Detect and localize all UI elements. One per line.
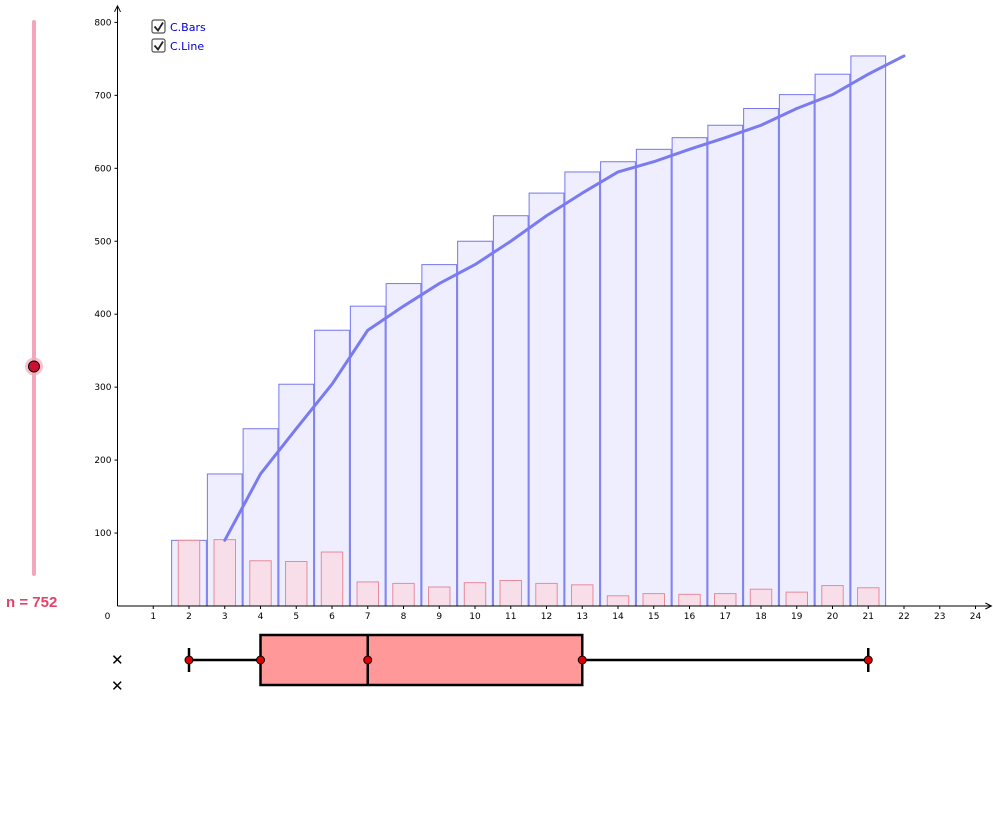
frequency-bar: [285, 561, 308, 607]
frequency-bar: [320, 551, 344, 607]
frequency-bars: [177, 539, 880, 607]
cumulative-bar: [743, 107, 779, 607]
x-tick-label: 3: [222, 612, 228, 622]
x-tick-label: 24: [970, 612, 982, 622]
x-tick-label: 11: [505, 612, 516, 622]
x-tick-label: 13: [577, 612, 588, 622]
cumulative-bars: [171, 55, 887, 607]
boxplot-box: [259, 633, 584, 687]
y-axis-arrow-icon: [114, 4, 121, 13]
checkbox-cline-label: C.Line: [170, 40, 204, 53]
cumulative-bar: [385, 283, 422, 607]
boxplot-point: [184, 655, 194, 665]
cumulative-bar: [528, 192, 565, 607]
frequency-bar: [249, 560, 272, 607]
cumulative-bar: [457, 240, 493, 607]
frequency-bar: [499, 579, 522, 607]
frequency-bar: [463, 582, 487, 607]
frequency-bar: [678, 593, 701, 607]
checkmark-icon: [153, 41, 164, 52]
frequency-bar: [714, 593, 737, 607]
x-tick-label: 2: [186, 612, 192, 622]
x-tick-label: 20: [827, 612, 839, 622]
frequency-bar: [428, 586, 451, 607]
y-tick-label: 800: [94, 18, 111, 28]
y-tick-label: 400: [94, 310, 111, 320]
y-tick-label: 300: [94, 383, 111, 393]
cumulative-bar: [707, 124, 744, 607]
x-tick-label: 19: [791, 612, 803, 622]
frequency-bar: [213, 539, 236, 607]
frequency-bar: [749, 588, 773, 607]
x-tick-label: 0: [105, 612, 111, 622]
checkbox-cbars-label: C.Bars: [170, 21, 206, 34]
frequency-bar: [857, 587, 880, 607]
y-tick-label: 600: [94, 164, 111, 174]
axes: 0 1 2 3 4 5 6 7 8 9 10 11 12 13 14 15 16 17 18 19 20 21 22 23 24…: [94, 4, 993, 622]
x-tick-label: 23: [934, 612, 945, 622]
frequency-bar: [642, 593, 665, 607]
y-tick-label: 500: [94, 237, 111, 247]
boxplot-point: [577, 655, 587, 665]
checkbox-cbars[interactable]: C.Bars: [151, 19, 206, 34]
cumulative-bar: [814, 73, 851, 607]
x-tick-label: 14: [612, 612, 624, 622]
x-tick-label: 5: [293, 612, 299, 622]
x-tick-label: 7: [365, 612, 371, 622]
cumulative-bar: [778, 94, 815, 607]
slider-handle[interactable]: [28, 360, 40, 373]
frequency-bar: [606, 595, 630, 607]
frequency-bar: [356, 581, 379, 607]
cumulative-bar: [421, 264, 458, 607]
cross-marker: ✕: [111, 677, 124, 695]
x-tick-label: 15: [648, 612, 659, 622]
x-tick-label: 16: [684, 612, 696, 622]
frequency-bar: [785, 591, 808, 607]
boxplot-point: [256, 655, 265, 665]
y-tick-label: 100: [94, 529, 111, 539]
x-tick-label: 10: [469, 612, 481, 622]
cumulative-line-path: [223, 54, 906, 542]
cross-marker: ✕: [111, 651, 124, 669]
x-tick-label: 17: [720, 612, 731, 622]
frequency-bar: [571, 584, 594, 607]
y-tick-label: 200: [94, 456, 111, 466]
checkmark-icon: [153, 22, 164, 33]
boxplot-point: [863, 655, 873, 665]
y-tick-label: 700: [94, 91, 111, 101]
cumulative-bar: [564, 171, 601, 607]
x-tick-label: 6: [329, 612, 335, 622]
x-tick-label: 4: [258, 612, 264, 622]
cumulative-bar: [635, 148, 672, 607]
x-tick-label: 18: [755, 612, 767, 622]
boxplot-point: [363, 655, 373, 665]
boxplot: [184, 633, 873, 687]
x-tick-label: 22: [898, 612, 909, 622]
frequency-bar: [535, 582, 558, 607]
frequency-bar: [392, 582, 415, 607]
checkbox-cline[interactable]: C.Line: [151, 38, 204, 53]
cumulative-line: [223, 54, 906, 542]
x-tick-label: 21: [863, 612, 874, 622]
x-axis-arrow-icon: [985, 602, 993, 610]
cumulative-bar: [492, 215, 529, 607]
frequency-bar: [177, 539, 201, 607]
cumulative-bar: [600, 161, 636, 607]
x-tick-label: 9: [436, 612, 442, 622]
frequency-bar: [821, 585, 844, 607]
x-tick-label: 12: [541, 612, 552, 622]
slider-value-label: n = 752: [6, 594, 57, 611]
x-tick-label: 1: [150, 612, 156, 622]
cumulative-bar: [671, 137, 708, 607]
cumulative-bar: [850, 55, 887, 607]
n-slider[interactable]: [25, 20, 43, 576]
x-tick-label: 8: [401, 612, 407, 622]
